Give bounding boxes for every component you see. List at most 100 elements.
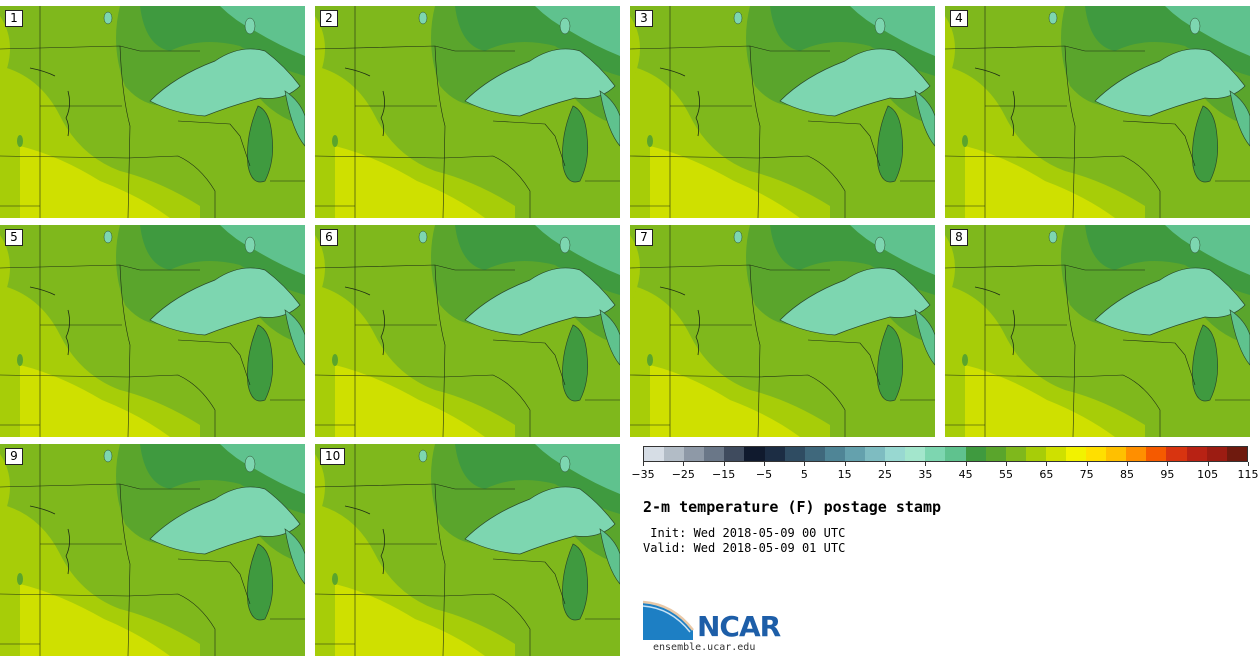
colorbar-tick-mark bbox=[804, 462, 806, 466]
small-lake bbox=[418, 11, 428, 25]
colorbar-swatch bbox=[1166, 447, 1187, 461]
coolest-region bbox=[850, 6, 935, 56]
temperature-colorbar: −35 −25 −15 −5 5 15 25 35 45 55 65 75 85 95 105 115 bbox=[631, 446, 1259, 486]
colorbar-tick-label: 105 bbox=[1197, 468, 1219, 481]
river bbox=[65, 309, 70, 356]
coolest-region bbox=[1165, 225, 1250, 275]
lake-huron bbox=[599, 528, 620, 585]
colorbar-swatch bbox=[1005, 447, 1026, 461]
colorbar-tick-label: 55 bbox=[999, 468, 1013, 481]
border-line bbox=[315, 374, 444, 378]
lake-superior bbox=[149, 267, 301, 336]
warm-region bbox=[0, 454, 10, 524]
coolest-region bbox=[850, 225, 935, 275]
small-lake bbox=[103, 11, 113, 25]
coolest-region bbox=[220, 225, 305, 275]
colorbar-swatch bbox=[1126, 447, 1147, 461]
colorbar-swatch bbox=[764, 447, 785, 461]
temperature-map bbox=[0, 225, 305, 437]
valid-time: Valid: Wed 2018-05-09 01 UTC bbox=[643, 541, 846, 555]
small-lake bbox=[733, 11, 743, 25]
border-line bbox=[807, 339, 881, 386]
colorbar-swatch bbox=[965, 447, 986, 461]
member-panel-1[interactable]: 1 bbox=[0, 6, 305, 218]
warmest-region bbox=[20, 365, 170, 437]
ncar-logo-icon[interactable] bbox=[643, 600, 793, 642]
river bbox=[65, 528, 70, 575]
colorbar-tick-mark bbox=[1127, 462, 1128, 466]
small-lake bbox=[874, 17, 886, 35]
lake-michigan bbox=[877, 105, 904, 183]
border-line bbox=[757, 155, 846, 218]
colorbar-tick-label: 5 bbox=[800, 468, 808, 481]
small-lake bbox=[1048, 230, 1058, 244]
lake-superior bbox=[779, 267, 931, 336]
member-panel-8[interactable]: 8 bbox=[945, 225, 1250, 437]
border-line bbox=[492, 558, 566, 605]
colorbar-tick-label: −5 bbox=[755, 468, 773, 481]
warm-region bbox=[630, 235, 640, 305]
lake-michigan bbox=[247, 543, 274, 621]
coolest-region bbox=[535, 225, 620, 275]
river bbox=[344, 505, 371, 515]
border-line bbox=[1072, 374, 1161, 437]
border-line bbox=[945, 374, 1074, 378]
lake-huron bbox=[284, 309, 305, 366]
coolest-region bbox=[220, 6, 305, 56]
colorbar-swatch bbox=[684, 447, 705, 461]
member-panel-4[interactable]: 4 bbox=[945, 6, 1250, 218]
border-line bbox=[1122, 120, 1196, 167]
small-lake bbox=[559, 17, 571, 35]
small-lake bbox=[1189, 17, 1201, 35]
small-lake bbox=[559, 455, 571, 473]
lake-huron bbox=[914, 90, 935, 147]
coolest-region bbox=[220, 444, 305, 494]
member-panel-9[interactable]: 9 bbox=[0, 444, 305, 656]
river bbox=[659, 67, 686, 77]
warmest-region bbox=[335, 365, 485, 437]
river bbox=[344, 286, 371, 296]
lake-michigan bbox=[562, 324, 589, 402]
border-line bbox=[434, 264, 446, 437]
member-panel-6[interactable]: 6 bbox=[315, 225, 620, 437]
member-panel-2[interactable]: 2 bbox=[315, 6, 620, 218]
lake-superior bbox=[1094, 267, 1246, 336]
small-lake bbox=[733, 230, 743, 244]
member-panel-10[interactable]: 10 bbox=[315, 444, 620, 656]
river bbox=[380, 528, 385, 575]
river bbox=[344, 67, 371, 77]
colorbar-tick-label: −15 bbox=[712, 468, 736, 481]
small-lake bbox=[332, 354, 338, 366]
member-number: 3 bbox=[635, 10, 653, 27]
member-panel-5[interactable]: 5 bbox=[0, 225, 305, 437]
member-panel-7[interactable]: 7 bbox=[630, 225, 935, 437]
colorbar-tick-mark bbox=[1248, 462, 1249, 466]
colorbar-swatch bbox=[885, 447, 906, 461]
member-panel-3[interactable]: 3 bbox=[630, 6, 935, 218]
warmest-region bbox=[335, 584, 485, 656]
lake-huron bbox=[1229, 90, 1250, 147]
member-number: 1 bbox=[5, 10, 23, 27]
border-line bbox=[492, 120, 566, 167]
border-line bbox=[119, 264, 131, 437]
small-lake bbox=[962, 135, 968, 147]
border-line bbox=[749, 45, 761, 218]
temperature-map bbox=[315, 6, 620, 218]
colorbar-swatch bbox=[1025, 447, 1046, 461]
border-line bbox=[630, 155, 759, 159]
logo-url[interactable]: ensemble.ucar.edu bbox=[653, 642, 756, 653]
colorbar-tick-label: 35 bbox=[918, 468, 933, 481]
colorbar-tick-label: 75 bbox=[1079, 468, 1094, 481]
border-line bbox=[434, 483, 446, 656]
small-lake bbox=[17, 135, 23, 147]
warmest-region bbox=[965, 146, 1115, 218]
river bbox=[380, 90, 385, 137]
lake-superior bbox=[149, 486, 301, 555]
lake-huron bbox=[284, 528, 305, 585]
lake-michigan bbox=[562, 105, 589, 183]
lake-superior bbox=[464, 486, 616, 555]
temperature-map bbox=[0, 444, 305, 656]
colorbar-tick-label: 45 bbox=[958, 468, 973, 481]
colorbar-tick-label: −35 bbox=[631, 468, 655, 481]
lake-huron bbox=[1229, 309, 1250, 366]
